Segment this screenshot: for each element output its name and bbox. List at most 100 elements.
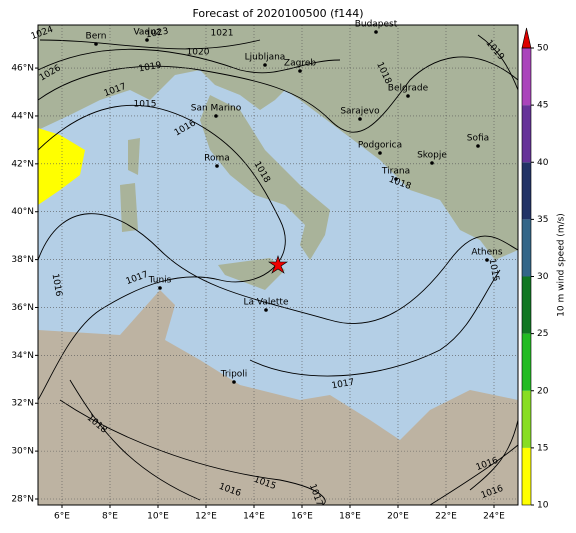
- city-dot: [158, 286, 162, 290]
- colorbar-tick-label: 15: [537, 443, 548, 453]
- isobar: [69, 379, 201, 501]
- isobar-label: 1015: [487, 258, 501, 282]
- city-label: Tirana: [381, 167, 410, 177]
- land-sicily: [218, 258, 285, 290]
- lat-tick-label: 32°N: [11, 399, 34, 409]
- city-dot: [476, 144, 480, 148]
- land-sardinia: [120, 183, 138, 232]
- colorbar-segment: [522, 48, 531, 106]
- city-dot: [214, 114, 218, 118]
- city-dot: [298, 69, 302, 73]
- isobar-label: 1021: [211, 29, 234, 39]
- isobar-label: 1017: [331, 378, 355, 392]
- colorbar-segment: [522, 333, 531, 391]
- city-label: Podgorica: [358, 141, 402, 151]
- isobar-label: 1019: [138, 61, 163, 75]
- city-label: Roma: [204, 154, 230, 164]
- lon-tick-label: 16°E: [291, 512, 313, 522]
- city-label: Tunis: [148, 276, 172, 286]
- city-dot: [406, 94, 410, 98]
- colorbar-segment: [522, 276, 531, 334]
- city-label: Ljubljana: [245, 53, 286, 63]
- colorbar-tick-label: 40: [537, 158, 549, 168]
- colorbar-segment: [522, 105, 531, 163]
- city-dot: [358, 117, 362, 121]
- lon-tick-label: 8°E: [102, 512, 118, 522]
- colorbar-tick-label: 35: [537, 215, 548, 225]
- isobar: [429, 444, 518, 505]
- colorbar-tick-label: 10: [537, 501, 549, 511]
- isobar-label: 1023: [145, 27, 169, 41]
- colorbar-segment: [522, 390, 531, 448]
- lat-tick-label: 36°N: [11, 303, 34, 313]
- lon-tick-label: 14°E: [243, 512, 265, 522]
- isobar-label: 1015: [134, 100, 157, 110]
- lat-tick-label: 28°N: [11, 495, 34, 505]
- colorbar-segment: [522, 219, 531, 277]
- city-dot: [430, 161, 434, 165]
- colorbar-extend: [521, 27, 532, 49]
- map-title: Forecast of 2020100500 (f144): [192, 7, 363, 20]
- colorbar-tick-label: 50: [537, 44, 549, 54]
- colorbar-tick-label: 25: [537, 329, 548, 339]
- city-label: La Valette: [244, 298, 289, 308]
- isobar: [38, 104, 286, 401]
- city-label: Sofia: [467, 134, 489, 144]
- city-dot: [263, 63, 267, 67]
- lat-tick-label: 38°N: [11, 255, 34, 265]
- lat-tick-label: 42°N: [11, 159, 34, 169]
- colorbar-label: 10 m wind speed (m/s): [557, 213, 567, 317]
- city-label: Skopje: [417, 151, 447, 161]
- isobar: [469, 419, 518, 491]
- isobar: [38, 56, 518, 133]
- graticule: [38, 25, 518, 505]
- colorbar-tick-label: 45: [537, 101, 548, 111]
- city-label: Tripoli: [220, 370, 248, 380]
- city-label: Belgrade: [388, 84, 429, 94]
- city-dot: [232, 380, 236, 384]
- city-dot: [215, 164, 219, 168]
- lon-tick-label: 24°E: [483, 512, 505, 522]
- city-dot: [374, 30, 378, 34]
- lon-tick-label: 20°E: [387, 512, 409, 522]
- colorbar-tick-label: 20: [537, 386, 549, 396]
- city-label: San Marino: [191, 104, 242, 114]
- land-europe: [38, 25, 518, 260]
- city-dot: [145, 38, 149, 42]
- isobar: [477, 34, 518, 91]
- city-dot: [378, 151, 382, 155]
- city-label: Budapest: [355, 20, 398, 30]
- wind-shading: [38, 128, 85, 205]
- map-frame: [37, 24, 519, 506]
- isobar: [38, 48, 341, 74]
- lat-tick-label: 46°N: [11, 64, 34, 74]
- lon-tick-label: 22°E: [435, 512, 457, 522]
- city-label: Zagreb: [284, 59, 316, 69]
- city-label: Bern: [86, 32, 107, 42]
- city-dot: [264, 308, 268, 312]
- city-label: Athens: [471, 248, 502, 258]
- land-corsica: [128, 138, 140, 175]
- lat-tick-label: 40°N: [11, 207, 34, 217]
- land-italy: [200, 95, 330, 260]
- lat-tick-label: 34°N: [11, 351, 34, 361]
- isobar-label: 1020: [187, 48, 210, 58]
- isobar: [39, 39, 261, 50]
- lat-tick-label: 30°N: [11, 447, 34, 457]
- isobar: [249, 269, 501, 377]
- colorbar-segment: [522, 447, 531, 505]
- city-dot: [94, 42, 98, 46]
- isobar-label: 1016: [50, 273, 64, 298]
- star-marker: [268, 255, 288, 274]
- city-dot: [394, 177, 398, 181]
- city-dot: [485, 258, 489, 262]
- lon-tick-label: 10°E: [147, 512, 169, 522]
- colorbar-segment: [522, 162, 531, 220]
- lon-tick-label: 12°E: [195, 512, 217, 522]
- city-label: Vaduz: [133, 28, 160, 38]
- isobar: [38, 213, 518, 324]
- city-label: Sarajevo: [340, 107, 380, 117]
- lat-tick-label: 44°N: [11, 111, 34, 121]
- colorbar-tick-label: 30: [537, 272, 549, 282]
